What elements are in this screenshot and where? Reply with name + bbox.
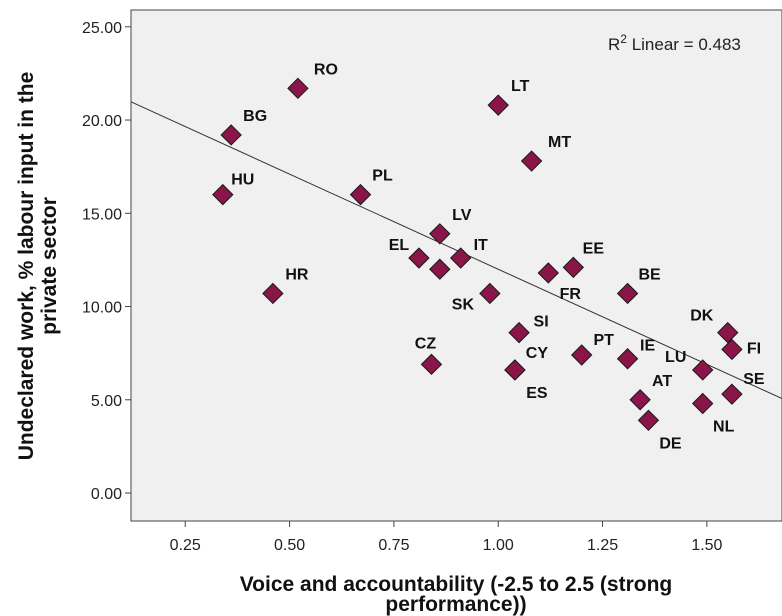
- data-point: [349, 183, 372, 206]
- x-tick-label: 0.75: [378, 537, 409, 554]
- point-label: CZ: [415, 335, 437, 352]
- point-label: LV: [452, 207, 472, 224]
- y-tick-label: 5.00: [91, 393, 122, 410]
- point-label: PT: [593, 332, 614, 349]
- point-labels: RO BG HU HR PL LT MT LV EL IT SK SI FR EE BE CY CZ ES PT IE…: [231, 61, 765, 452]
- data-point: [408, 247, 430, 269]
- x-tick-label: 1.50: [691, 537, 722, 554]
- point-label: SE: [743, 371, 765, 388]
- x-axis-title-line1: Voice and accountability (-2.5 to 2.5 (s…: [240, 573, 673, 596]
- x-tick-label: 0.50: [274, 537, 305, 554]
- data-point: [616, 348, 639, 370]
- data-point: [287, 77, 309, 100]
- y-axis-title-line1: Undeclared work, % labour input in the: [15, 72, 38, 461]
- y-axis: 0.00 5.00 10.00 15.00 20.00 25.00: [82, 20, 131, 503]
- x-axis: 0.25 0.50 0.75 1.00 1.25 1.50: [170, 521, 723, 554]
- y-tick-label: 0.00: [91, 486, 122, 503]
- point-label: DK: [690, 308, 714, 325]
- data-point: [262, 282, 284, 305]
- x-axis-title-line2: performance)): [385, 593, 526, 616]
- point-label: MT: [548, 134, 571, 151]
- point-label: FR: [560, 286, 582, 303]
- plot-area: [130, 9, 782, 522]
- data-point: [570, 344, 593, 366]
- point-label: SI: [534, 314, 549, 331]
- data-point: [721, 338, 743, 361]
- point-label: IT: [474, 237, 488, 254]
- r2-text: Linear = 0.483: [627, 35, 741, 54]
- data-point: [717, 321, 739, 344]
- data-point: [520, 150, 543, 172]
- data-point: [721, 383, 743, 405]
- data-point: [508, 321, 530, 344]
- data-point: [504, 359, 526, 381]
- point-label: PL: [372, 168, 393, 185]
- fit-line: [130, 101, 782, 400]
- data-point: [429, 258, 451, 280]
- data-point: [637, 409, 660, 431]
- data-point: [537, 262, 560, 284]
- x-tick-label: 1.00: [483, 537, 514, 554]
- x-tick-label: 0.25: [170, 537, 201, 554]
- point-label: FI: [747, 340, 761, 357]
- point-label: BE: [638, 266, 661, 283]
- data-point: [220, 124, 242, 146]
- point-label: HU: [231, 172, 254, 189]
- point-label: EE: [583, 240, 605, 257]
- point-label: BG: [243, 108, 267, 125]
- point-label: ES: [526, 385, 548, 402]
- data-point: [692, 359, 714, 381]
- data-point: [629, 389, 651, 411]
- point-label: RO: [314, 61, 338, 78]
- point-label: LU: [665, 349, 686, 366]
- r2-superscript: 2: [620, 32, 627, 46]
- data-point: [479, 282, 501, 305]
- point-label: AT: [652, 373, 672, 390]
- y-tick-label: 20.00: [82, 113, 122, 130]
- point-label: EL: [389, 237, 410, 254]
- data-point: [420, 353, 443, 376]
- point-label: IE: [640, 338, 655, 355]
- point-label: DE: [659, 435, 682, 452]
- point-label: HR: [285, 266, 309, 283]
- point-label: LT: [511, 78, 530, 95]
- data-point: [692, 392, 714, 415]
- point-label: CY: [526, 345, 549, 362]
- r2-prefix: R: [608, 35, 620, 54]
- y-tick-label: 25.00: [82, 20, 122, 37]
- data-points: [212, 77, 743, 431]
- y-axis-title-line2: private sector: [38, 197, 61, 335]
- data-point: [562, 256, 585, 279]
- r2-annotation: R2 Linear = 0.483: [608, 32, 741, 54]
- data-point: [212, 183, 234, 206]
- y-tick-label: 10.00: [82, 300, 122, 317]
- data-point: [616, 282, 639, 305]
- point-label: SK: [452, 296, 475, 313]
- point-label: NL: [713, 419, 735, 436]
- x-tick-label: 1.25: [587, 537, 618, 554]
- data-point: [487, 94, 509, 116]
- data-point: [449, 247, 472, 269]
- y-tick-label: 15.00: [82, 206, 122, 223]
- data-point: [429, 223, 451, 245]
